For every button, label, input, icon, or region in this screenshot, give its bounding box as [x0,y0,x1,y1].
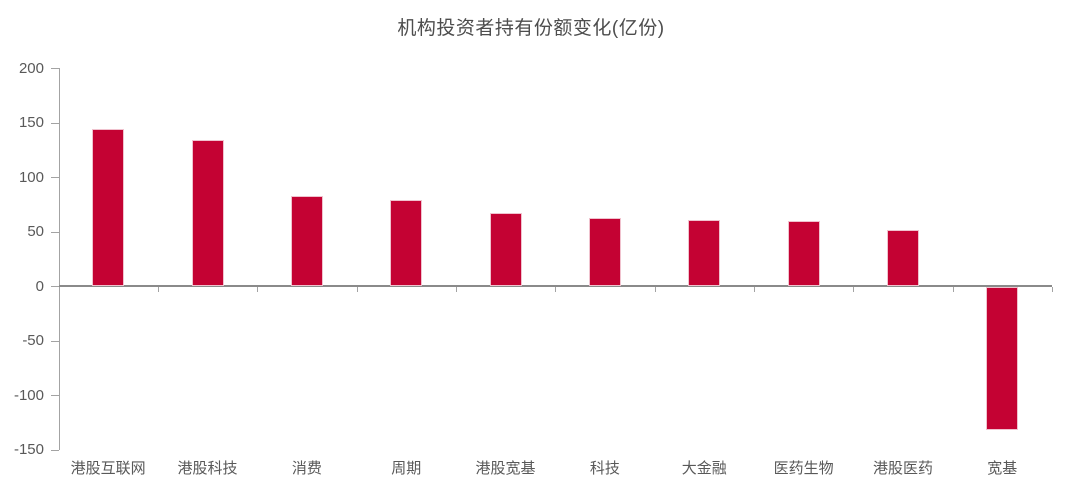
x-axis-label: 大金融 [681,460,727,477]
y-axis-tick [50,449,59,451]
bar [688,219,721,286]
bar [390,199,423,286]
x-axis-tick [555,287,557,292]
y-axis-label: -50 [22,332,44,349]
x-axis-tick [654,287,656,292]
bar [290,195,323,286]
bar [92,129,125,286]
y-axis-tick [50,340,59,342]
y-axis-tick [50,395,59,396]
x-axis-line [58,285,1052,287]
x-axis-label: 港股医药 [872,460,933,477]
bar [986,287,1019,430]
bar [787,220,820,286]
x-axis-label: 消费 [291,460,322,477]
y-axis-label: -100 [13,386,44,404]
y-axis-tick [50,122,59,124]
y-axis-label: 100 [18,168,44,186]
x-axis-label: 港股宽基 [475,460,536,477]
x-axis-tick [356,287,358,292]
x-axis-label: 周期 [391,460,422,477]
chart-title: 机构投资者持有份额变化(亿份) [397,18,665,39]
y-axis-tick [50,177,59,178]
y-axis-tick [50,68,59,69]
x-axis-tick [952,287,954,292]
x-axis-tick [257,287,259,292]
bar [588,218,621,286]
x-axis-label: 宽基 [987,460,1018,477]
x-axis-label: 科技 [589,460,620,477]
x-axis-tick [157,287,159,292]
bar [191,139,224,286]
bar [489,212,522,286]
y-axis-label: -150 [13,441,44,458]
bar [886,230,919,286]
x-axis-tick [1052,287,1053,292]
x-axis-label: 港股科技 [177,460,238,477]
x-axis-label: 医药生物 [773,460,834,477]
y-axis-label: 0 [35,277,44,295]
y-axis-tick [50,286,59,287]
y-axis-label: 150 [18,114,44,131]
y-axis-line [58,68,60,450]
x-axis-tick [853,287,855,292]
x-axis-tick [753,287,755,292]
y-axis-tick [50,231,59,233]
y-axis-label: 200 [18,59,44,77]
x-axis-tick [455,287,457,292]
x-axis-label: 港股互联网 [70,460,146,477]
y-axis-label: 50 [27,223,44,240]
